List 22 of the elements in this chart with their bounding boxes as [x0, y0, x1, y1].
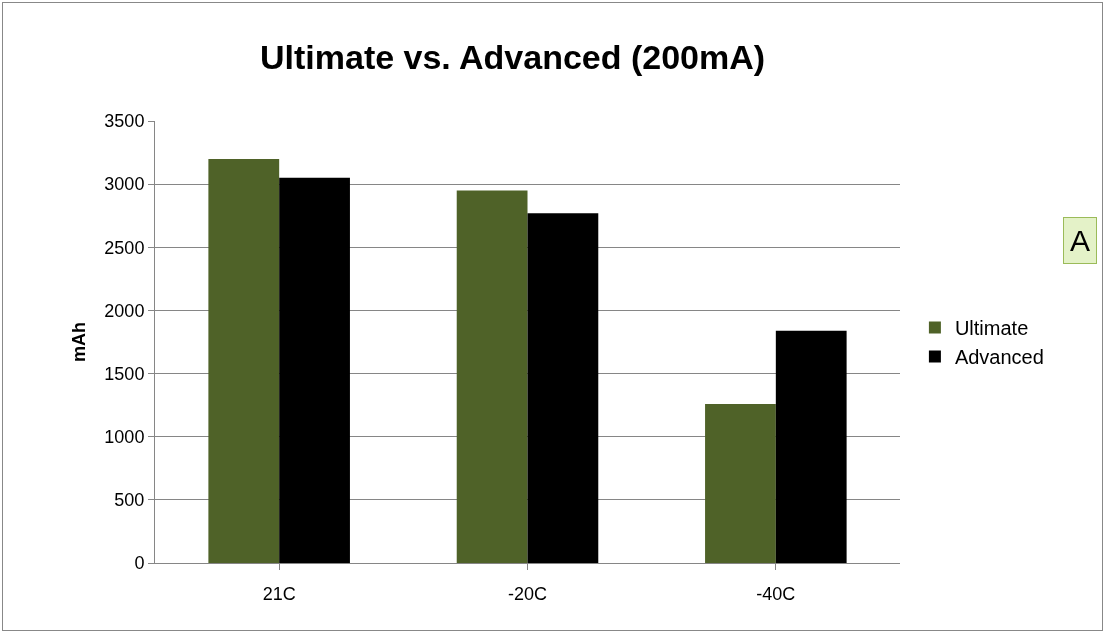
bar: [775, 330, 847, 563]
bar: [705, 403, 776, 563]
y-axis-title: mAh: [68, 322, 89, 362]
y-tick-label: 500: [114, 490, 145, 511]
text: A: [1070, 224, 1091, 257]
y-tick-label: 1000: [104, 427, 145, 448]
y-tick-label: 1500: [104, 363, 145, 384]
x-tick-label: -40C: [756, 583, 796, 604]
y-tick-label: 3000: [104, 174, 145, 195]
bar: [527, 213, 599, 563]
legend-label: Advanced: [954, 346, 1044, 369]
legend-label: Ultimate: [954, 317, 1029, 340]
y-tick-label: 3500: [104, 111, 145, 132]
bar: [208, 158, 280, 563]
y-tick-label: 0: [134, 553, 145, 574]
bar: [456, 190, 528, 563]
x-tick-label: 21C: [262, 583, 296, 604]
bar: [279, 177, 350, 563]
x-tick-label: -20C: [507, 583, 548, 604]
chart-title: Ultimate vs. Advanced (200mA): [259, 38, 766, 77]
y-tick-label: 2000: [104, 300, 145, 321]
y-tick-label: 2500: [104, 237, 145, 258]
